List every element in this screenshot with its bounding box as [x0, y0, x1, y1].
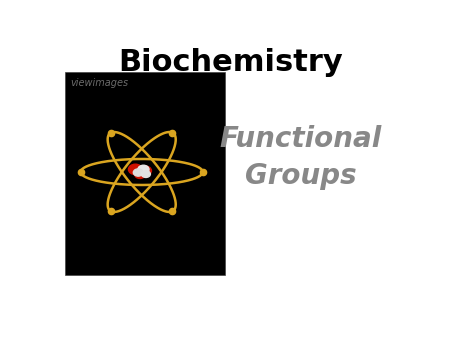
Circle shape [133, 169, 143, 176]
Circle shape [135, 171, 145, 178]
Text: Functional
Groups: Functional Groups [219, 125, 382, 190]
Circle shape [139, 166, 152, 175]
FancyBboxPatch shape [65, 72, 225, 275]
Circle shape [128, 164, 142, 175]
Text: Biochemistry: Biochemistry [118, 48, 343, 77]
Text: viewimages: viewimages [70, 78, 128, 88]
Circle shape [141, 171, 150, 177]
Circle shape [138, 165, 149, 173]
